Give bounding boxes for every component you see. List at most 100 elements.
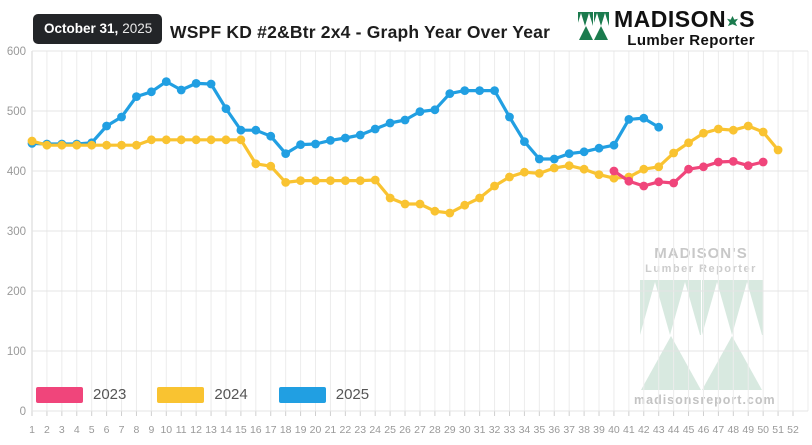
- watermark-tagline: Lumber Reporter: [645, 263, 757, 275]
- data-point-2025-w6: [102, 121, 112, 131]
- data-point-2024-w36: [549, 163, 559, 173]
- data-point-2023-w41: [624, 176, 634, 186]
- svg-text:6: 6: [104, 424, 110, 436]
- svg-text:30: 30: [459, 424, 471, 436]
- data-point-2025-w30: [460, 86, 470, 95]
- data-point-2025-w41: [624, 115, 634, 124]
- gridlines: [31, 50, 809, 416]
- watermark: MADISON'S Lumber Reporter madisonsreport…: [634, 245, 776, 407]
- data-point-2024-w11: [176, 135, 186, 145]
- svg-text:23: 23: [354, 424, 366, 436]
- svg-text:18: 18: [280, 424, 292, 436]
- brand-tagline: Lumber Reporter: [627, 32, 755, 49]
- data-point-2024-w34: [520, 167, 529, 177]
- data-point-2024-w51: [773, 145, 783, 155]
- data-point-2025-w31: [475, 86, 485, 95]
- svg-text:12: 12: [190, 424, 202, 436]
- data-point-2024-w31: [475, 193, 485, 203]
- svg-text:47: 47: [713, 424, 725, 436]
- svg-text:49: 49: [742, 424, 754, 436]
- data-point-2025-w38: [579, 147, 589, 157]
- svg-text:48: 48: [727, 424, 739, 436]
- svg-text:1: 1: [29, 424, 35, 436]
- data-point-2024-w2: [42, 140, 52, 150]
- data-point-2025-w40: [609, 140, 619, 150]
- svg-text:29: 29: [444, 424, 456, 436]
- svg-text:14: 14: [220, 424, 232, 436]
- svg-text:15: 15: [235, 424, 247, 436]
- brand-logo-icon: [576, 12, 610, 40]
- date-badge-year: 2025: [122, 21, 153, 36]
- data-point-2024-w45: [684, 138, 693, 148]
- svg-text:9: 9: [148, 424, 154, 436]
- data-point-2025-w18: [281, 149, 291, 159]
- data-point-2025-w15: [236, 125, 246, 135]
- svg-text:19: 19: [295, 424, 307, 436]
- page-title: WSPF KD #2&Btr 2x4 - Graph Year Over Yea…: [170, 22, 551, 42]
- svg-text:600: 600: [7, 46, 26, 58]
- data-point-2024-w33: [505, 172, 514, 182]
- data-point-2024-w19: [296, 176, 305, 186]
- svg-text:10: 10: [160, 424, 172, 436]
- legend-swatch-2024: [157, 386, 205, 403]
- brand-name-right: S: [739, 6, 755, 32]
- data-point-2024-w35: [534, 169, 544, 178]
- legend-label-2025: 2025: [335, 386, 370, 403]
- data-point-2025-w22: [340, 133, 350, 143]
- svg-text:44: 44: [668, 424, 680, 436]
- series-2023: [609, 157, 768, 191]
- data-point-2024-w17: [266, 161, 276, 171]
- svg-text:100: 100: [7, 346, 26, 358]
- svg-text:45: 45: [683, 424, 695, 436]
- data-point-2024-w23: [355, 176, 365, 186]
- legend-item-2025[interactable]: 2025: [278, 386, 400, 403]
- svg-text:34: 34: [519, 424, 531, 436]
- brand-text: MADISON S Lumber Reporter: [614, 8, 755, 49]
- x-axis-labels: 1 2 3 4 5 6 7 8 9 10 11 12 13 14 15 16 17 18 19 20 21 22 23 24 2…: [29, 424, 799, 436]
- data-point-2024-w42: [639, 164, 649, 174]
- svg-text:28: 28: [429, 424, 441, 436]
- svg-text:36: 36: [548, 424, 560, 436]
- data-point-2025-w29: [445, 89, 455, 98]
- data-point-2024-w32: [490, 181, 499, 191]
- data-point-2023-w49: [743, 161, 753, 171]
- legend-label-2023: 2023: [93, 386, 127, 403]
- svg-text:21: 21: [325, 424, 337, 436]
- data-point-2024-w43: [654, 162, 664, 172]
- svg-text:42: 42: [638, 424, 650, 436]
- svg-text:27: 27: [414, 424, 426, 436]
- data-point-2025-w33: [505, 112, 514, 122]
- data-point-2025-w16: [251, 125, 261, 135]
- data-point-2024-w18: [281, 178, 291, 187]
- data-point-2023-w50: [758, 157, 768, 167]
- legend-item-2024[interactable]: 2024: [157, 386, 278, 403]
- data-point-2025-w7: [117, 112, 126, 122]
- data-point-2024-w50: [758, 127, 768, 137]
- watermark-url: madisonsreport.com: [634, 393, 776, 407]
- svg-text:51: 51: [772, 424, 784, 436]
- data-point-2024-w20: [311, 176, 320, 186]
- data-point-2025-w21: [326, 136, 335, 145]
- data-point-2025-w27: [415, 107, 425, 116]
- data-point-2025-w43: [654, 122, 664, 132]
- data-point-2025-w24: [370, 124, 380, 134]
- svg-text:7: 7: [119, 424, 125, 436]
- svg-text:32: 32: [489, 424, 501, 436]
- svg-text:22: 22: [340, 424, 352, 436]
- date-badge: October 31, 2025: [33, 14, 163, 44]
- legend-item-2023[interactable]: 2023: [36, 386, 157, 403]
- data-point-2025-w35: [534, 154, 544, 164]
- svg-text:37: 37: [563, 424, 575, 436]
- data-point-2025-w10: [161, 77, 171, 86]
- data-point-2024-w1: [27, 136, 37, 146]
- svg-text:40: 40: [608, 424, 620, 436]
- brand-name: MADISON S: [614, 8, 755, 31]
- data-point-2024-w39: [594, 170, 604, 180]
- data-point-2024-w25: [385, 193, 395, 203]
- data-point-2025-w13: [206, 79, 216, 89]
- data-point-2025-w42: [639, 113, 649, 123]
- maple-leaf-icon: [727, 8, 739, 31]
- data-point-2023-w45: [684, 164, 693, 174]
- svg-text:33: 33: [504, 424, 516, 436]
